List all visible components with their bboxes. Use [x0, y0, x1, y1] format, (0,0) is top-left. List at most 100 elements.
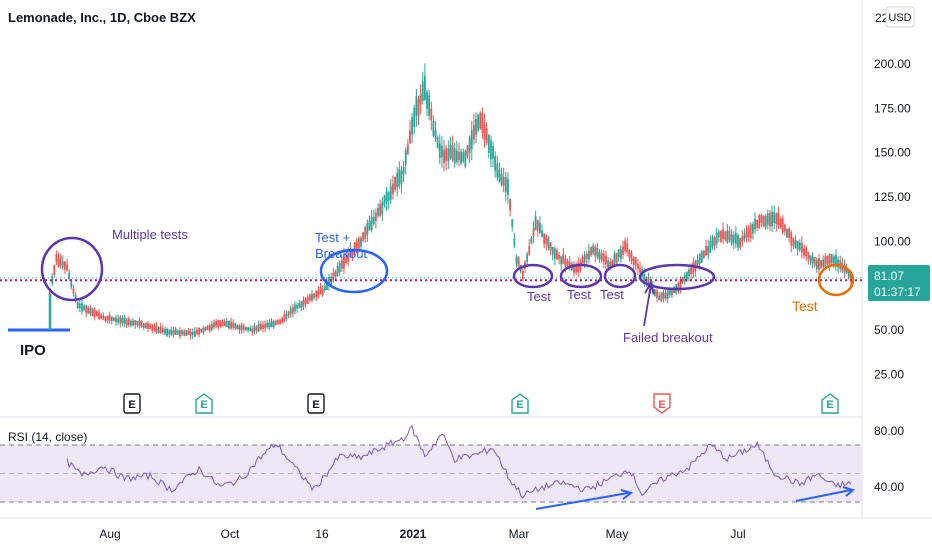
support-line [0, 277, 862, 282]
candle-body [159, 326, 162, 333]
failed-breakout-label: Failed breakout [623, 330, 713, 345]
candle-body [490, 140, 492, 160]
earnings-event-icon[interactable]: E [653, 393, 671, 414]
candle-body [108, 315, 111, 321]
y-tick-label: 200.00 [874, 57, 911, 71]
candle-body [219, 320, 222, 327]
candle-body [164, 329, 166, 335]
candle-body [626, 243, 629, 253]
y-tick-label: 175.00 [874, 101, 911, 115]
candle-body [91, 308, 94, 317]
candle-body [151, 324, 154, 332]
candle-body [696, 260, 699, 266]
candle-body [828, 254, 831, 265]
candle-body [498, 169, 501, 183]
candle-body [809, 255, 812, 262]
x-tick-label: Mar [509, 527, 530, 541]
candle-body [470, 130, 473, 150]
x-axis-ticks: Aug Oct 16 2021 Mar May Jul [99, 527, 745, 541]
candle-body [766, 213, 769, 225]
candle-body [189, 331, 192, 336]
candle-body [662, 292, 665, 299]
earnings-event-icon[interactable]: E [123, 393, 141, 414]
candle-body [323, 285, 326, 291]
candle-body [115, 317, 117, 323]
earnings-event-icon[interactable]: E [195, 393, 213, 414]
candle-body [494, 156, 497, 171]
candle-body [832, 256, 835, 264]
y-tick-label: 125.00 [874, 190, 911, 204]
candle-body [72, 288, 75, 294]
candle-body [125, 319, 128, 326]
test-final-label: Test [792, 298, 818, 314]
candle-body [605, 255, 607, 265]
candle-body [515, 256, 518, 264]
candle-body [468, 137, 471, 153]
test-circle-1 [512, 263, 554, 289]
candle-body [242, 326, 245, 330]
candle-body [822, 259, 825, 267]
earnings-event-icon[interactable]: E [821, 393, 839, 414]
candle-body [511, 219, 514, 227]
test-label-2: Test [567, 287, 591, 302]
candle-body [483, 124, 486, 140]
candle-body [698, 254, 701, 264]
candle-body [185, 330, 188, 337]
candle-body [630, 252, 633, 261]
candle-body [161, 328, 164, 333]
candle-body [291, 307, 294, 314]
candle-body [334, 271, 337, 277]
candle-body [81, 303, 83, 312]
candle-body [396, 172, 399, 188]
rsi-series [66, 425, 852, 499]
candle-body [745, 229, 748, 239]
candle-body [685, 271, 688, 281]
candle-body [428, 95, 431, 116]
candle-body [688, 269, 690, 277]
candle-body [240, 324, 243, 331]
candle-body [170, 329, 173, 335]
candle-body [364, 226, 367, 239]
candle-body [803, 248, 805, 256]
candle-body [636, 264, 639, 269]
candle-body [455, 150, 458, 163]
earnings-event-icon[interactable]: E [307, 393, 325, 414]
candle-body [345, 255, 347, 264]
candle-body [372, 216, 375, 224]
candle-body [541, 230, 543, 238]
failed-breakout-arrow-head [644, 280, 655, 295]
candle-body [374, 212, 377, 222]
candle-body [664, 292, 667, 299]
candle-body [340, 259, 343, 269]
candle-body [142, 323, 145, 329]
candle-body [443, 149, 445, 163]
candle-body [417, 98, 420, 116]
candle-body [251, 328, 254, 333]
candle-body [526, 253, 529, 262]
candle-body [236, 325, 239, 330]
candle-body [743, 233, 746, 241]
candle-body [843, 265, 846, 273]
candle-body [507, 179, 509, 195]
currency-button-label[interactable]: USD [888, 12, 911, 24]
candle-body [377, 207, 379, 216]
candle-body [100, 314, 103, 319]
earnings-event-icon[interactable]: E [511, 393, 529, 414]
candle-body [102, 315, 105, 320]
candle-body [247, 327, 249, 331]
candle-body [807, 252, 810, 259]
candle-body [628, 250, 631, 258]
currency-button[interactable] [885, 6, 915, 28]
candle-body [206, 325, 209, 330]
candle-body [55, 253, 58, 262]
candle-body [847, 269, 850, 278]
candle-body [204, 326, 207, 331]
candle-body [671, 287, 673, 296]
candle-body [634, 257, 637, 266]
candle-body [530, 237, 533, 244]
candle-body [74, 294, 77, 301]
candle-body [117, 318, 120, 323]
candle-body [617, 249, 620, 258]
candle-body [76, 302, 79, 309]
